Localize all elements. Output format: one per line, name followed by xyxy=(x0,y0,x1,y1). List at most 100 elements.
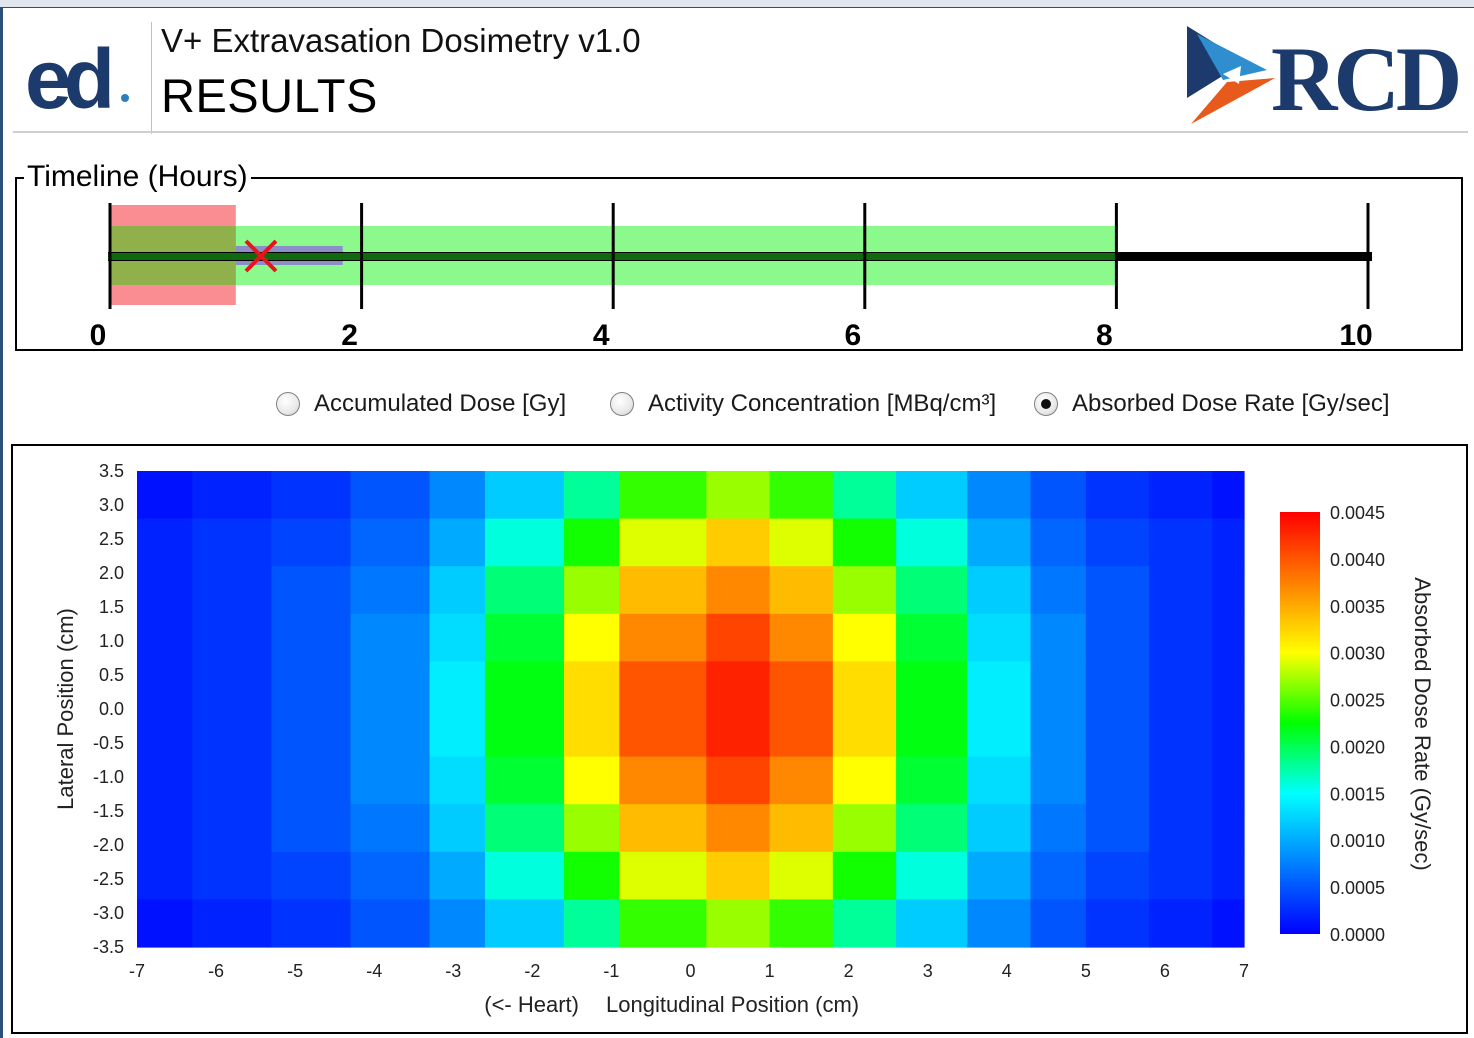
heatmap-cell xyxy=(619,804,707,853)
heatmap-cell xyxy=(484,471,565,520)
timeline-tick-label-6: 6 xyxy=(844,319,861,351)
app-title: V+ Extravasation Dosimetry v1.0 xyxy=(161,22,641,59)
y-tick-label: -3.0 xyxy=(93,903,124,923)
colorbar-label: Absorbed Dose Rate (Gy/sec) xyxy=(1410,577,1435,870)
timeline-tick-label-0: 0 xyxy=(90,319,107,351)
heatmap-cell xyxy=(1149,613,1213,662)
timeline-chart: 0 2 4 6 8 10 xyxy=(90,203,1373,351)
heatmap-cell xyxy=(1149,851,1213,900)
heatmap-cell xyxy=(769,518,834,567)
x-tick-label: -4 xyxy=(366,961,382,981)
x-tick-label: 0 xyxy=(685,961,695,981)
heatmap-cell xyxy=(271,471,352,520)
heatmap-cell xyxy=(1149,804,1213,853)
heatmap-cell xyxy=(137,804,193,853)
heatmap-cell xyxy=(1149,756,1213,805)
heatmap-cell xyxy=(967,471,1032,520)
heatmap-cell xyxy=(137,709,193,758)
heatmap-cell xyxy=(967,566,1032,615)
radio-activity-concentration[interactable]: Activity Concentration [MBq/cm³] xyxy=(610,384,996,424)
heatmap-cell xyxy=(271,613,352,662)
colorbar-tick-label: 0.0045 xyxy=(1330,503,1385,523)
x-axis-label: Longitudinal Position (cm) xyxy=(606,992,859,1017)
heatmap-cell xyxy=(1030,566,1087,615)
y-tick-label: 1.0 xyxy=(99,631,124,651)
x-tick-label: 7 xyxy=(1239,961,1249,981)
heatmap-cell xyxy=(563,566,620,615)
heatmap-cell xyxy=(1030,804,1087,853)
radio-activity-concentration-circle[interactable] xyxy=(610,392,634,416)
radio-absorbed-dose-rate-circle[interactable] xyxy=(1034,392,1058,416)
heatmap-cell xyxy=(192,899,273,948)
dose-heatmap-chart: -7 -6 -5 -4 -3 -2 -1 0 1 2 3 4 5 6 7 3.5 3.0 2.5 2.0 1.5 1.0… xyxy=(53,461,1435,1017)
heatmap-cell xyxy=(769,899,834,948)
heatmap-cell xyxy=(137,613,193,662)
heatmap-cell xyxy=(137,899,193,948)
x-tick-label: -5 xyxy=(287,961,303,981)
x-tick-label: -7 xyxy=(129,961,145,981)
radio-accumulated-dose[interactable]: Accumulated Dose [Gy] xyxy=(276,384,566,424)
heatmap-cell xyxy=(192,851,273,900)
heatmap-cell xyxy=(271,709,352,758)
dose-map-panel xyxy=(11,444,1468,1034)
heatmap-cell xyxy=(1149,899,1213,948)
radio-accumulated-dose-label: Accumulated Dose [Gy] xyxy=(314,390,567,417)
heatmap-cell xyxy=(1212,804,1245,853)
heatmap-cell xyxy=(1030,851,1087,900)
heatmap-cell xyxy=(484,851,565,900)
y-tick-label: -1.5 xyxy=(93,801,124,821)
heatmap-cell xyxy=(1085,899,1150,948)
heatmap-cell xyxy=(619,709,707,758)
heatmap-cell xyxy=(1085,566,1150,615)
heatmap-cell xyxy=(429,471,486,520)
heatmap-cell xyxy=(832,851,897,900)
heatmap-cell xyxy=(484,756,565,805)
heatmap-cell xyxy=(769,566,834,615)
heatmap-cell xyxy=(1149,566,1213,615)
y-tick-label: -1.0 xyxy=(93,767,124,787)
heatmap-cell xyxy=(350,613,431,662)
y-tick-label: -2.5 xyxy=(93,869,124,889)
radio-absorbed-dose-rate[interactable]: Absorbed Dose Rate [Gy/sec] xyxy=(1034,384,1389,424)
heatmap-cell xyxy=(1030,613,1087,662)
page-title: RESULTS xyxy=(161,69,378,122)
heatmap-cell xyxy=(706,518,771,567)
heatmap-cell xyxy=(769,613,834,662)
heatmap-cell xyxy=(706,613,771,662)
heatmap-cell xyxy=(350,661,431,710)
heatmap-cell xyxy=(484,613,565,662)
y-tick-label: -0.5 xyxy=(93,733,124,753)
heatmap-cell xyxy=(1149,518,1213,567)
heatmap-cell xyxy=(350,804,431,853)
heatmap-cell xyxy=(1085,709,1150,758)
heatmap-cell xyxy=(192,566,273,615)
heatmap-cell xyxy=(563,471,620,520)
heatmap-cell xyxy=(484,661,565,710)
heatmap-cell xyxy=(896,756,968,805)
heatmap-cell xyxy=(832,709,897,758)
heatmap-cell xyxy=(706,804,771,853)
y-tick-label: -3.5 xyxy=(93,937,124,957)
heatmap-cell xyxy=(1085,661,1150,710)
colorbar xyxy=(1280,512,1320,934)
heatmap-cell xyxy=(769,756,834,805)
heatmap-cell xyxy=(484,566,565,615)
header-separator xyxy=(13,131,1468,133)
heatmap-cell xyxy=(484,804,565,853)
y-tick-label: 0.0 xyxy=(99,699,124,719)
heatmap-cell xyxy=(271,661,352,710)
rcd-logo-icon: RCD xyxy=(1187,26,1462,130)
x-tick-label: 3 xyxy=(923,961,933,981)
radio-accumulated-dose-circle[interactable] xyxy=(276,392,300,416)
heatmap-cell xyxy=(832,613,897,662)
heatmap-cell xyxy=(619,471,707,520)
colorbar-tick-label: 0.0005 xyxy=(1330,878,1385,898)
heatmap-cell xyxy=(350,756,431,805)
x-tick-label: 5 xyxy=(1081,961,1091,981)
heatmap-cell xyxy=(967,518,1032,567)
heatmap-cell xyxy=(563,899,620,948)
heatmap-cell xyxy=(706,899,771,948)
heatmap-cell xyxy=(350,899,431,948)
heatmap-cell xyxy=(619,661,707,710)
heatmap-cell xyxy=(1085,471,1150,520)
